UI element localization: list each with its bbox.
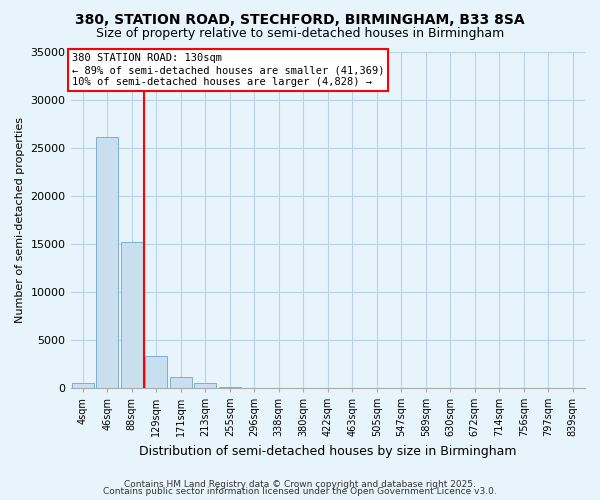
Bar [72,383,94,388]
Bar [96,137,118,388]
Text: 380 STATION ROAD: 130sqm
← 89% of semi-detached houses are smaller (41,369)
10% : 380 STATION ROAD: 130sqm ← 89% of semi-d… [72,54,384,86]
Text: Size of property relative to semi-detached houses in Birmingham: Size of property relative to semi-detach… [96,28,504,40]
Bar [145,356,167,388]
Bar [170,376,192,388]
X-axis label: Distribution of semi-detached houses by size in Birmingham: Distribution of semi-detached houses by … [139,444,517,458]
Y-axis label: Number of semi-detached properties: Number of semi-detached properties [15,116,25,322]
Text: Contains public sector information licensed under the Open Government Licence v3: Contains public sector information licen… [103,487,497,496]
Text: Contains HM Land Registry data © Crown copyright and database right 2025.: Contains HM Land Registry data © Crown c… [124,480,476,489]
Bar [194,383,217,388]
Bar [121,242,143,388]
Text: 380, STATION ROAD, STECHFORD, BIRMINGHAM, B33 8SA: 380, STATION ROAD, STECHFORD, BIRMINGHAM… [75,12,525,26]
